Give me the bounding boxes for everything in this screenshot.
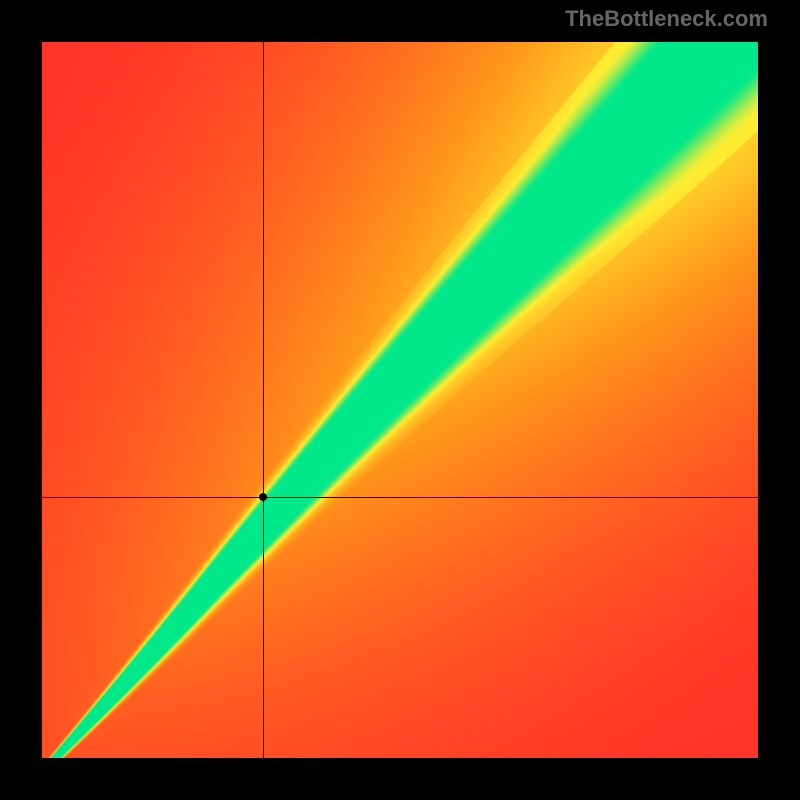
crosshair-vertical: [263, 42, 264, 758]
crosshair-horizontal: [42, 497, 758, 498]
heatmap-plot: [42, 42, 758, 758]
marker-dot: [259, 493, 267, 501]
heatmap-canvas: [42, 42, 758, 758]
watermark-text: TheBottleneck.com: [565, 6, 768, 32]
